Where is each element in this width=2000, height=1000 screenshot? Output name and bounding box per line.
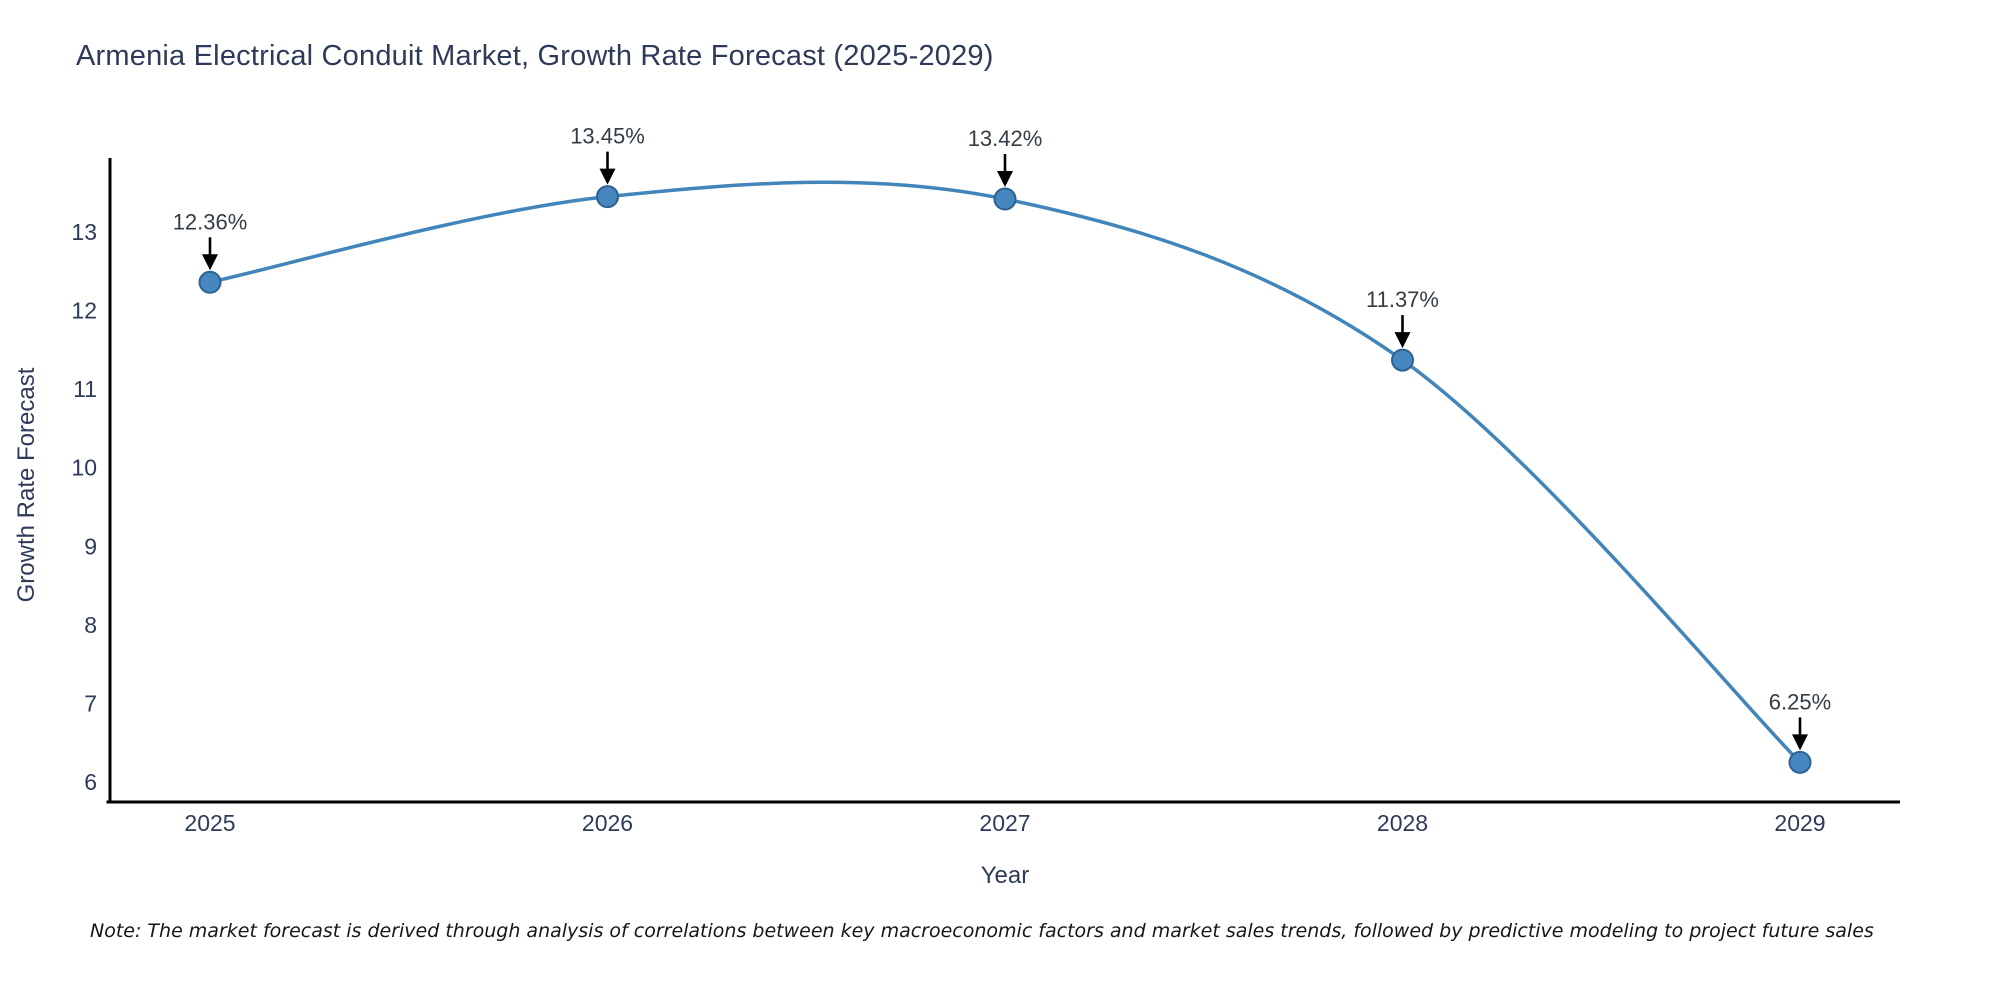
series-path — [209, 180, 1802, 764]
annotation-arrow-head — [1394, 332, 1411, 349]
axis-spines — [106, 158, 1900, 804]
y-tick-label: 6 — [84, 769, 97, 795]
x-axis-title: Year — [980, 862, 1030, 889]
x-tick-label: 2025 — [184, 810, 235, 836]
axis-ticks: 6 7 8 9 10 11 12 13 2025 2026 2027 2028 2029 — [71, 219, 1825, 836]
data-point-marker — [198, 270, 222, 294]
annotation-label: 11.37% — [1366, 287, 1439, 312]
data-point-marker — [1788, 750, 1812, 774]
y-tick-label: 8 — [84, 612, 97, 638]
y-tick-label: 10 — [71, 455, 97, 481]
annotation-label: 13.45% — [570, 124, 645, 149]
y-tick-label: 12 — [71, 298, 97, 324]
x-tick-label: 2026 — [582, 810, 633, 836]
y-tick-label: 9 — [84, 533, 97, 559]
x-tick-label: 2027 — [979, 810, 1030, 836]
annotation-arrow-head — [997, 171, 1013, 187]
annotation-label: 12.36% — [173, 209, 248, 234]
y-tick-label: 13 — [71, 219, 97, 245]
y-tick-label: 7 — [84, 690, 97, 716]
annotation-arrow-head — [599, 168, 616, 185]
data-point-marker — [596, 185, 619, 209]
annotation-arrow-head — [202, 254, 218, 271]
annotations-group: 12.36% 13.45% 13.42% 11.37% 6.25% — [173, 124, 1831, 751]
footnote: Note: The market forecast is derived thr… — [90, 920, 1874, 942]
series-line-group — [198, 180, 1812, 774]
annotation-label: 6.25% — [1769, 689, 1831, 714]
annotation-label: 13.42% — [968, 126, 1043, 151]
data-point-marker — [1391, 348, 1414, 372]
x-tick-label: 2028 — [1377, 810, 1428, 836]
annotation-arrow-head — [1792, 734, 1808, 751]
x-tick-label: 2029 — [1774, 810, 1825, 836]
y-tick-label: 11 — [73, 376, 97, 402]
data-point-marker — [993, 187, 1017, 211]
chart-title: Armenia Electrical Conduit Market, Growt… — [76, 40, 994, 72]
